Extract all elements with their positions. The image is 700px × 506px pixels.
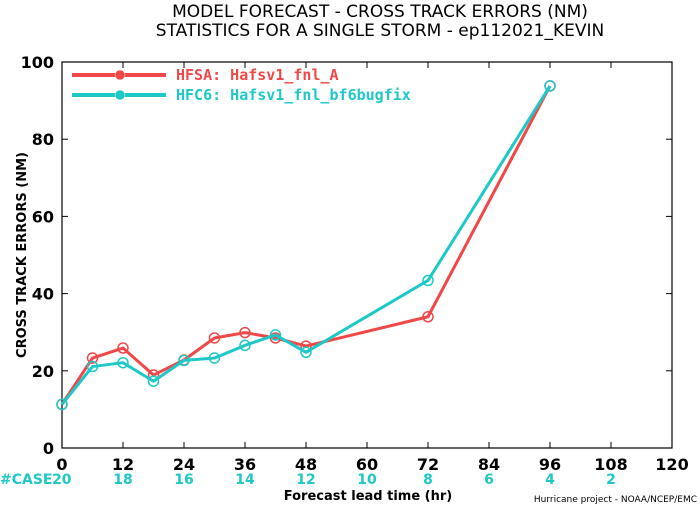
case-count: 18 [113,472,132,488]
case-count: 20 [52,472,72,488]
case-counts: 20 18 16 14 12 10 8 6 4 2 [52,472,616,488]
x-tick-label: 48 [295,455,317,474]
series-2-point [117,356,129,369]
case-count: 8 [423,472,433,488]
case-count: 12 [296,472,315,488]
y-tick-label: 40 [32,285,54,304]
series-2-point [178,354,190,367]
x-tick-label: 108 [594,455,627,474]
x-tick-label: 0 [56,455,67,474]
legend-label-2: HFC6: Hafsv1_fnl_bf6bugfix [176,86,411,104]
x-axis-label: Forecast lead time (hr) [284,489,452,504]
plot-frame [61,61,673,449]
series-1-point [208,332,221,344]
series-1-point [239,326,251,339]
case-count: 14 [235,472,255,488]
y-axis-label: CROSS TRACK ERRORS (NM) [15,152,30,358]
series-2-point [147,375,160,387]
chart-title: MODEL FORECAST - CROSS TRACK ERRORS (NM) [172,2,588,22]
series-2-point [239,339,251,352]
case-count: 10 [357,472,377,488]
y-tick-label: 0 [43,439,54,458]
x-tick-label: 12 [112,455,134,474]
case-label: #CASE [0,472,53,488]
case-count: 2 [606,472,616,488]
series-1-point [422,311,434,323]
y-tick-label: 20 [32,362,54,381]
case-count: 6 [484,472,494,488]
series-layer [56,80,556,411]
series-2-point [208,352,221,364]
series-2-point [422,274,434,287]
series-2-point [544,80,556,92]
series-1-point [117,342,129,354]
x-tick-label: 120 [655,455,688,474]
axes: 0 12 24 36 48 60 72 84 96 108 120 0 20 40 60 80 100 [21,53,689,474]
case-count: 16 [174,472,193,488]
legend-marker-1 [114,69,126,81]
x-tick-label: 84 [478,455,500,474]
series-2-point [86,360,99,373]
x-tick-label: 24 [173,455,195,474]
y-tick-label: 100 [21,53,54,72]
series-2-point [269,329,282,341]
series-1-point [86,352,99,364]
series-2-point [300,346,312,359]
series-line-1 [60,85,552,406]
series-line-2 [60,85,552,406]
y-tick-label: 80 [32,130,54,149]
legend: HFSA: Hafsv1_fnl_A HFC6: Hafsv1_fnl_bf6bu… [72,66,411,104]
chart-subtitle: STATISTICS FOR A SINGLE STORM - ep112021… [156,21,604,41]
legend-label-1: HFSA: Hafsv1_fnl_A [176,66,339,84]
y-tick-label: 60 [32,207,54,226]
legend-marker-2 [114,89,126,101]
case-count: 4 [545,472,555,488]
x-tick-label: 36 [234,455,256,474]
x-tick-label: 60 [356,455,378,474]
series-2-point [56,398,68,411]
credit-text: Hurricane project - NOAA/NCEP/EMC [534,495,697,505]
x-tick-label: 72 [417,455,439,474]
x-tick-label: 96 [539,455,561,474]
